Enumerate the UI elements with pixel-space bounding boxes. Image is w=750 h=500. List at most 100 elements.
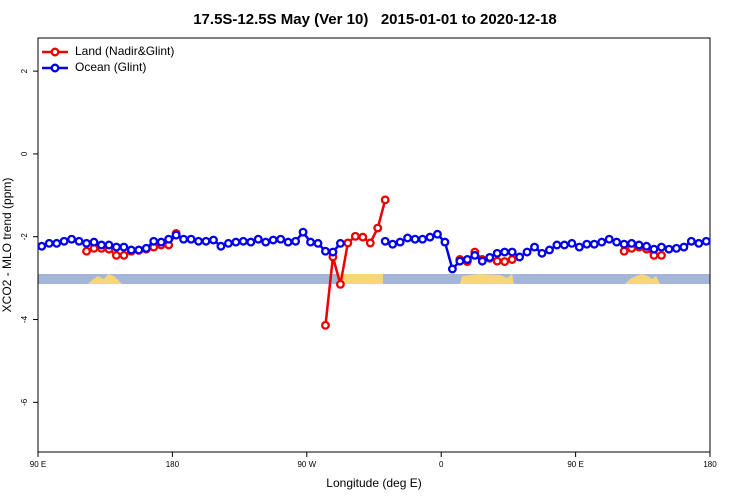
x-tick-label: 90 E (567, 460, 583, 469)
data-point (358, 232, 368, 242)
y-tick-label: 2 (20, 68, 29, 73)
data-point (306, 237, 315, 247)
data-point (627, 238, 637, 248)
data-point (612, 237, 622, 247)
y-axis-label: XCO2 - MLO trend (ppm) (0, 178, 14, 313)
data-point (657, 250, 666, 260)
data-point (589, 239, 599, 249)
data-point (395, 237, 405, 247)
data-point (238, 236, 248, 246)
data-point (686, 236, 696, 246)
data-point (433, 229, 442, 239)
data-point (410, 234, 420, 244)
x-tick-label: 90 E (30, 460, 46, 469)
land-patch (338, 274, 383, 284)
data-point (164, 234, 174, 244)
data-point (321, 246, 330, 256)
data-point (492, 256, 502, 266)
data-point (67, 234, 77, 244)
data-point (111, 242, 121, 252)
data-point (209, 235, 218, 245)
series-line (86, 199, 662, 326)
data-point (380, 236, 390, 246)
data-point (537, 248, 547, 258)
data-point (462, 255, 472, 264)
land-patch (625, 274, 660, 284)
data-point (291, 236, 301, 246)
data-point (619, 239, 629, 249)
legend-label: Land (Nadir&Glint) (75, 44, 174, 58)
data-point (679, 242, 689, 252)
y-tick-label: -2 (20, 233, 29, 241)
data-point (321, 320, 330, 330)
data-point (492, 248, 502, 258)
data-point (216, 241, 226, 251)
data-point (701, 236, 711, 246)
land-patch (88, 274, 122, 284)
data-point (664, 244, 674, 254)
data-point (82, 246, 91, 256)
legend-marker (50, 47, 60, 57)
data-point (343, 238, 353, 248)
data-point (283, 237, 293, 247)
data-point (649, 244, 659, 254)
data-point (634, 240, 644, 250)
legend-marker (50, 63, 60, 73)
data-point (365, 238, 375, 248)
x-tick-label: 180 (166, 460, 180, 469)
data-point (149, 236, 159, 246)
data-point (335, 238, 345, 248)
data-point (298, 227, 308, 237)
data-point (44, 238, 54, 248)
chart-title: 17.5S-12.5S May (Ver 10) 2015-01-01 to 2… (193, 11, 557, 28)
y-tick-label: -4 (20, 315, 29, 323)
data-point (455, 256, 465, 266)
y-tick-label: 0 (20, 151, 29, 156)
data-point (657, 242, 666, 252)
data-point (582, 239, 592, 249)
data-point (574, 242, 584, 252)
data-point (350, 231, 360, 241)
x-tick-label: 90 W (297, 460, 316, 469)
data-point (171, 230, 181, 240)
data-point (59, 236, 69, 246)
legend-label: Ocean (Glint) (75, 60, 146, 74)
data-point (119, 242, 129, 252)
data-point (619, 246, 629, 256)
data-point (507, 255, 517, 264)
data-point (37, 241, 47, 251)
data-point (507, 247, 517, 257)
data-point (470, 250, 480, 260)
data-point (545, 245, 554, 255)
data-point (477, 256, 487, 266)
data-point (104, 240, 114, 250)
data-point (223, 238, 233, 248)
data-point (119, 250, 129, 260)
data-point (52, 238, 62, 248)
data-point (567, 238, 577, 248)
data-point (201, 236, 211, 246)
data-point (418, 234, 427, 244)
data-point (111, 250, 121, 260)
data-point (246, 237, 256, 247)
data-point (552, 240, 562, 250)
data-point (530, 242, 539, 252)
data-point (186, 234, 196, 244)
data-point (261, 237, 271, 247)
data-point (97, 240, 106, 250)
data-point (179, 234, 189, 244)
data-point (141, 243, 151, 253)
data-point (276, 234, 286, 244)
data-point (500, 257, 510, 267)
data-point (485, 252, 495, 262)
data-point (604, 234, 614, 244)
x-axis-label: Longitude (deg E) (326, 476, 421, 490)
land-patch (460, 274, 514, 284)
data-point (380, 195, 390, 205)
data-point (194, 236, 203, 246)
data-point (74, 236, 84, 246)
data-point (268, 235, 278, 245)
x-tick-label: 180 (703, 460, 717, 469)
data-point (500, 247, 510, 257)
